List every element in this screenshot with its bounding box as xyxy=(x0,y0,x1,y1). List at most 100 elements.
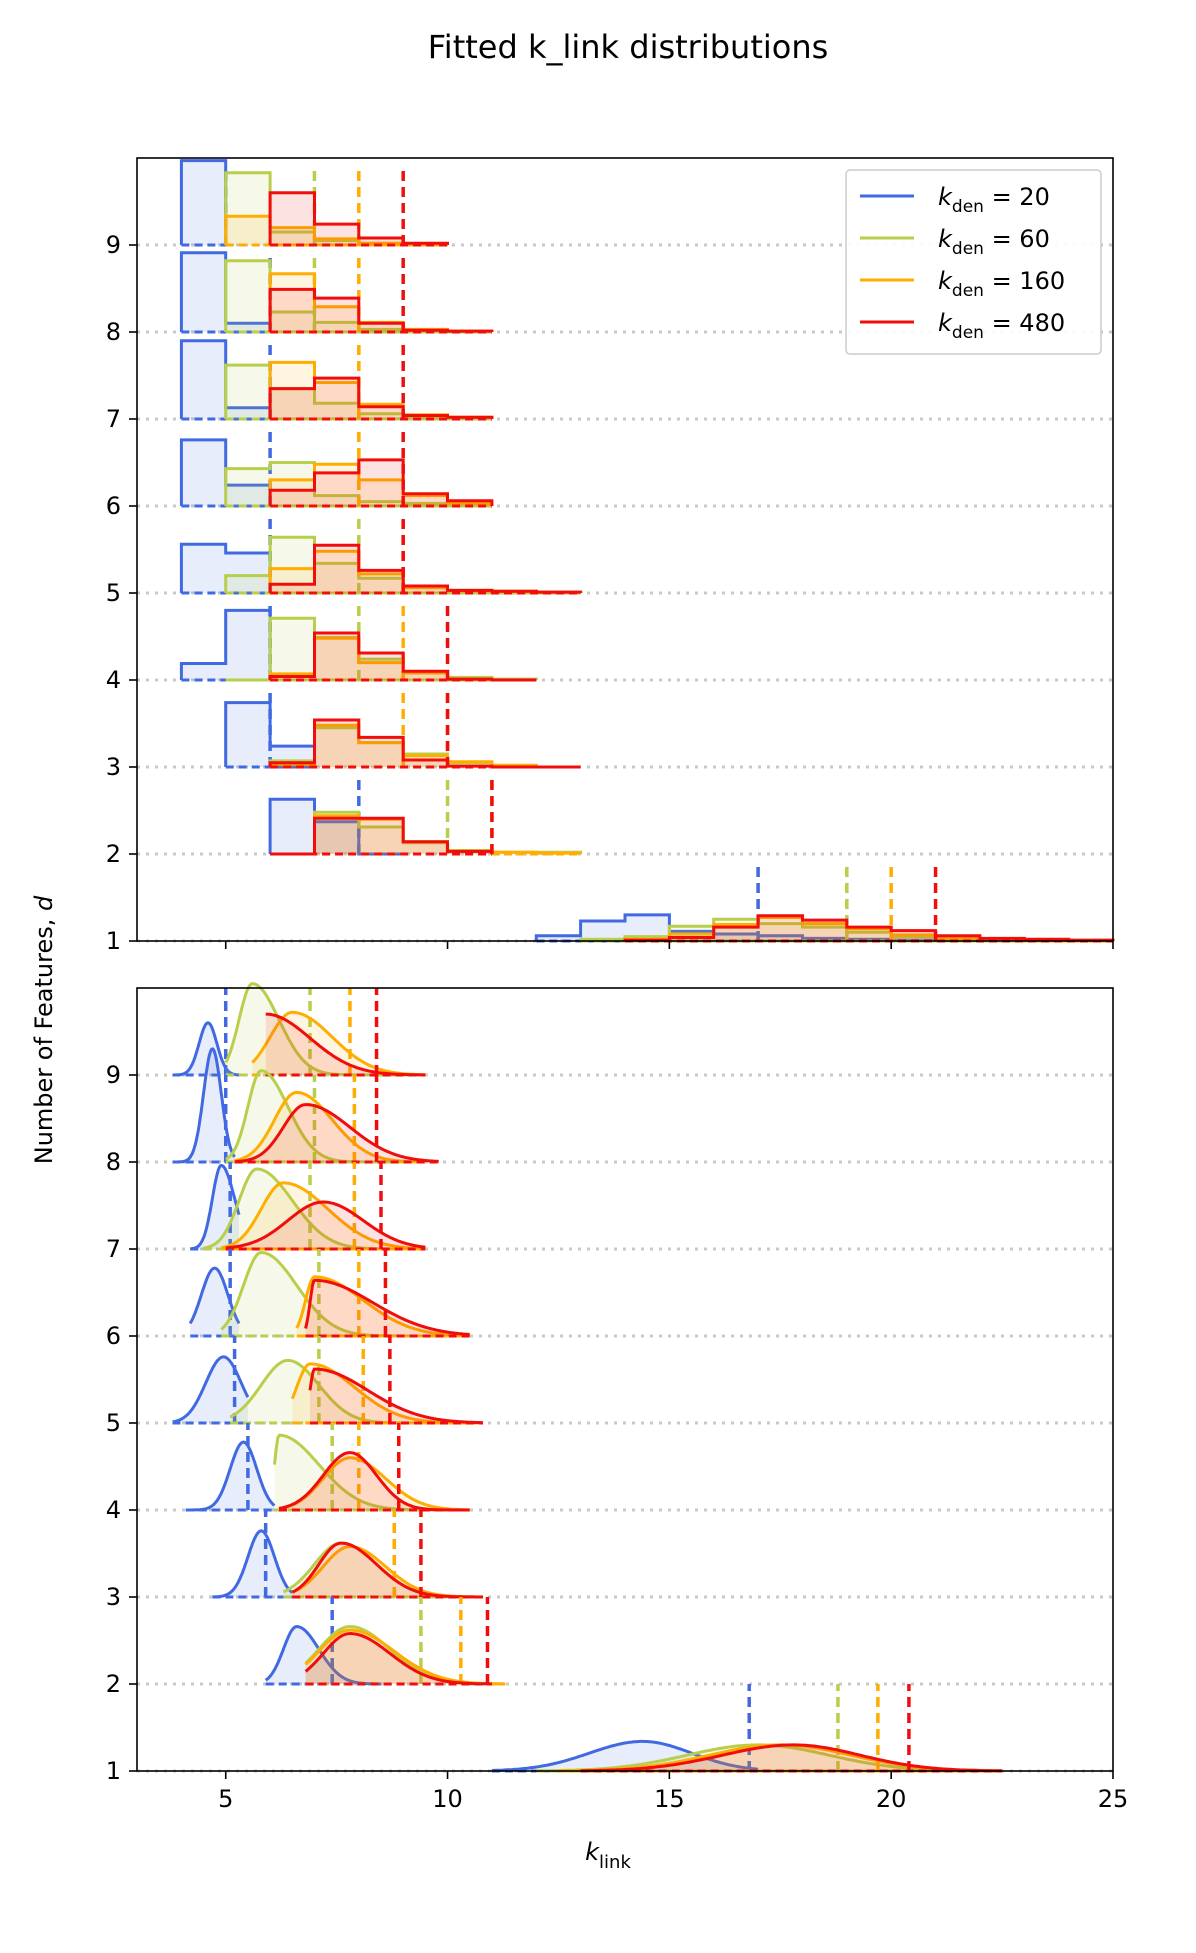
density-fill-d6-s3 xyxy=(305,1280,470,1336)
density-curve-d2-s3 xyxy=(304,1631,492,1686)
hist-bar-d6-s2 xyxy=(268,462,494,506)
axes-frame-top xyxy=(136,157,1114,942)
density-fill-d3-s3 xyxy=(292,1543,483,1597)
density-fill-d4-s0 xyxy=(185,1442,275,1510)
density-fill-d9-s1 xyxy=(225,983,404,1075)
hist-fill-d8-s3 xyxy=(270,289,492,332)
ytick-label-bottom-9: 9 xyxy=(106,1061,121,1089)
ytick-label-bottom-6: 6 xyxy=(106,1322,121,1350)
chart-title: Fitted k_link distributions xyxy=(428,28,829,66)
density-fill-d6-s2 xyxy=(296,1276,470,1336)
density-curve-d8-s3 xyxy=(234,1103,439,1164)
density-fill-d8-s1 xyxy=(225,1070,404,1162)
hist-fill-d9-s2 xyxy=(225,216,448,245)
density-fill-d2-s2 xyxy=(305,1630,506,1684)
density-curve-d1-s0 xyxy=(491,1739,759,1772)
xtick-label-10: 10 xyxy=(432,1785,463,1813)
density-curve-d9-s0 xyxy=(172,1021,239,1077)
hist-fill-d5-s2 xyxy=(270,551,581,593)
hist-bar-d1-s3 xyxy=(623,914,1115,942)
ytick-label-top-2: 2 xyxy=(106,840,121,868)
legend-label-480: kden = 480 xyxy=(938,309,1065,343)
density-curve-d5-s3 xyxy=(308,1367,483,1425)
density-fill-d7-s3 xyxy=(225,1202,426,1249)
y-axis-label-variable: d xyxy=(30,895,58,911)
density-fill-d4-s1 xyxy=(274,1435,470,1510)
density-curve-d3-s0 xyxy=(212,1529,294,1599)
density-fill-d6-s1 xyxy=(221,1252,448,1336)
xtick-label-5: 5 xyxy=(218,1785,233,1813)
y-axis-label: Number of Features, d xyxy=(30,895,58,1164)
hist-fill-d7-s2 xyxy=(270,362,492,419)
hist-bar-d9-s3 xyxy=(268,191,449,245)
x-axis-label-base: k xyxy=(585,1838,600,1866)
ytick-label-top-4: 4 xyxy=(106,666,121,694)
hist-fill-d8-s2 xyxy=(270,273,492,332)
bottom-panel-densities xyxy=(137,982,1113,1773)
density-curve-d1-s3 xyxy=(580,1743,1003,1773)
legend-box xyxy=(845,169,1102,355)
ytick-label-top-9: 9 xyxy=(106,231,121,259)
hist-bar-d7-s3 xyxy=(268,376,494,419)
ytick-label-bottom-8: 8 xyxy=(106,1148,121,1176)
ytick-label-bottom-3: 3 xyxy=(106,1583,121,1611)
density-fill-d3-s2 xyxy=(292,1546,483,1597)
ytick-label-bottom-1: 1 xyxy=(106,1757,121,1785)
legend-label-20: kden = 20 xyxy=(938,183,1050,217)
hist-fill-d2-s1 xyxy=(270,812,581,854)
hist-fill-d7-s0 xyxy=(181,340,271,419)
hist-fill-d8-s1 xyxy=(225,260,492,332)
ytick-label-bottom-2: 2 xyxy=(106,1670,121,1698)
ytick-label-top-5: 5 xyxy=(106,579,121,607)
ytick-label-bottom-5: 5 xyxy=(106,1409,121,1437)
y-axis-label-text: Number of Features, xyxy=(30,911,58,1164)
ytick-label-top-6: 6 xyxy=(106,492,121,520)
ytick-label-bottom-4: 4 xyxy=(106,1496,121,1524)
ytick-label-top-8: 8 xyxy=(106,318,121,346)
xtick-label-20: 20 xyxy=(876,1785,907,1813)
hist-fill-d4-s2 xyxy=(270,638,537,680)
density-fill-d7-s1 xyxy=(203,1169,426,1249)
density-fill-d2-s1 xyxy=(305,1626,501,1684)
density-curve-d6-s3 xyxy=(304,1278,470,1336)
hist-fill-d5-s0 xyxy=(181,544,271,593)
hist-bar-d6-s3 xyxy=(268,458,494,506)
density-curve-d7-s3 xyxy=(225,1200,426,1250)
density-curve-d6-s2 xyxy=(295,1275,470,1338)
ytick-label-bottom-7: 7 xyxy=(106,1235,121,1263)
density-fill-d2-s3 xyxy=(305,1633,492,1684)
legend-label-160: kden = 160 xyxy=(938,267,1065,301)
ytick-label-top-7: 7 xyxy=(106,405,121,433)
density-fill-d5-s2 xyxy=(292,1363,483,1423)
density-fill-d9-s3 xyxy=(265,1014,426,1075)
density-fill-d2-s0 xyxy=(265,1626,381,1684)
density-fill-d8-s3 xyxy=(234,1104,439,1162)
axes-frame-bottom xyxy=(136,987,1114,1772)
hist-fill-d2-s3 xyxy=(270,818,492,854)
hist-fill-d5-s3 xyxy=(270,545,581,593)
hist-fill-d3-s2 xyxy=(270,725,581,767)
hist-fill-d7-s3 xyxy=(270,378,492,419)
density-fill-d5-s0 xyxy=(172,1356,248,1423)
density-fill-d4-s2 xyxy=(279,1457,470,1510)
hist-fill-d9-s0 xyxy=(181,160,226,245)
hist-fill-d3-s3 xyxy=(270,720,581,767)
xtick-label-15: 15 xyxy=(654,1785,685,1813)
ytick-label-top-1: 1 xyxy=(106,927,121,955)
hist-fill-d6-s2 xyxy=(270,464,492,506)
density-curve-d8-s0 xyxy=(172,1047,236,1164)
density-fill-d5-s3 xyxy=(310,1369,483,1423)
hist-fill-d8-s0 xyxy=(181,252,271,332)
xtick-label-25: 25 xyxy=(1098,1785,1129,1813)
hist-fill-d2-s0 xyxy=(270,799,404,854)
density-fill-d3-s0 xyxy=(212,1530,293,1597)
hist-fill-d6-s1 xyxy=(225,462,492,506)
legend: kden = 20 kden = 60 kden = 160 kden = 480 xyxy=(845,169,1102,355)
density-fill-d4-s3 xyxy=(279,1452,470,1510)
density-curve-d7-s2 xyxy=(221,1181,426,1251)
hist-fill-d4-s1 xyxy=(225,618,537,680)
hist-fill-d3-s1 xyxy=(270,727,581,767)
density-fill-d5-s1 xyxy=(230,1360,470,1423)
hist-fill-d2-s2 xyxy=(270,815,581,854)
